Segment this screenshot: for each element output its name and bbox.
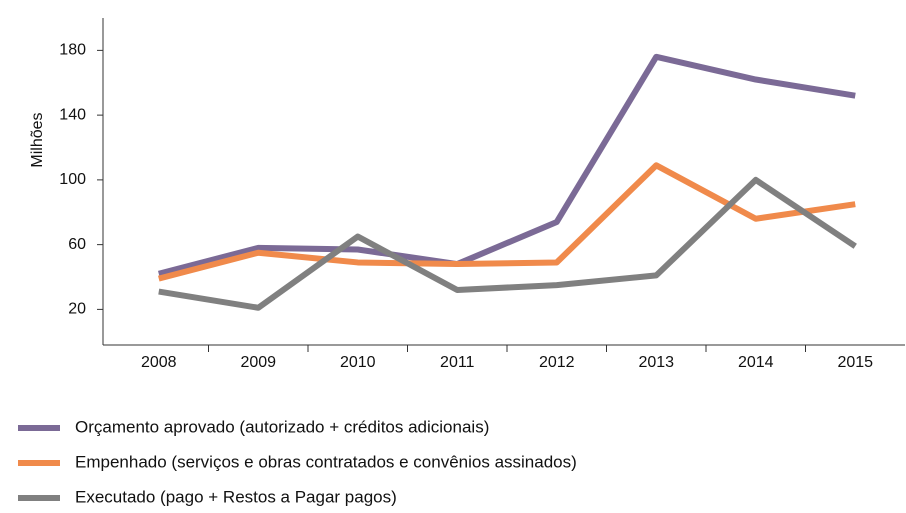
y-axis-label: Milhões [29,112,46,167]
y-tick-label: 60 [68,236,86,253]
series-line [157,162,856,282]
y-tick-label: 180 [59,42,86,59]
x-tick-label: 2011 [440,354,475,371]
series-line [157,53,856,277]
x-tick-label: 2012 [539,354,575,371]
y-tick-label: 100 [59,171,86,188]
x-tick-label: 2015 [837,354,873,371]
x-tick-label: 2009 [240,354,276,371]
legend-label: Orçamento aprovado (autorizado + crédito… [75,417,489,436]
y-tick-label: 140 [59,106,86,123]
x-tick-label: 2013 [638,354,674,371]
legend-label: Empenhado (serviços e obras contratados … [75,452,577,471]
y-tick-label: 20 [68,301,86,318]
legend-label: Executado (pago + Restos a Pagar pagos) [75,487,397,506]
x-tick-label: 2014 [738,354,774,371]
x-tick-label: 2010 [340,354,376,371]
x-tick-label: 2008 [141,354,177,371]
series-line [158,176,857,311]
